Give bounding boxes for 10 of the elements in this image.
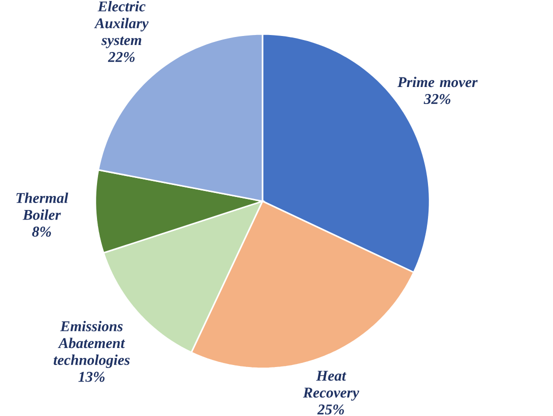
slice-label: Emissions Abatement technologies	[54, 321, 130, 368]
data-label: 13%	[78, 372, 105, 382]
data-label: 22%	[108, 52, 135, 62]
slice-label: Electric Auxilary system	[94, 1, 149, 48]
slice-label: Heat Recovery	[302, 371, 360, 401]
data-label: 25%	[317, 404, 344, 415]
slice-label: Prime mover	[397, 76, 478, 88]
data-label: 32%	[424, 94, 450, 104]
data-label: 8%	[32, 226, 51, 238]
slice-label: Thermal Boiler	[16, 192, 68, 220]
